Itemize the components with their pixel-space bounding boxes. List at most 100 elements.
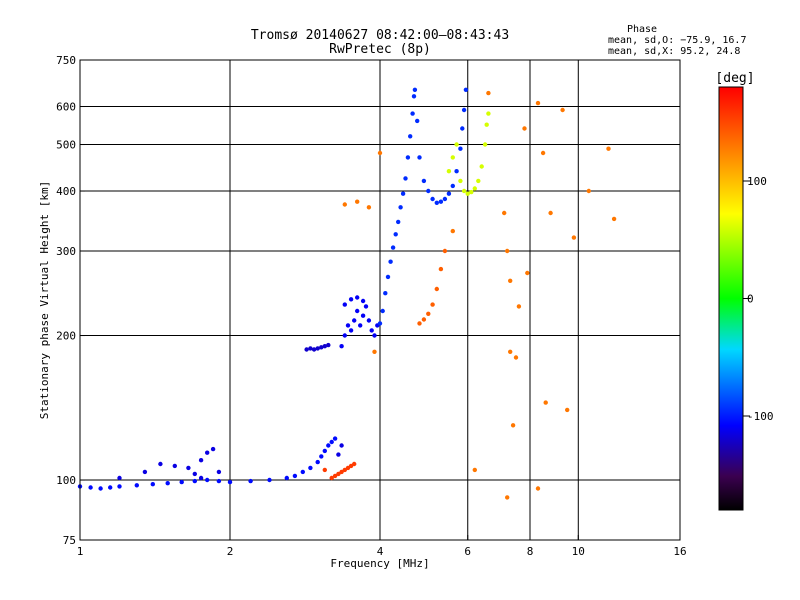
data-point <box>415 118 420 124</box>
data-point <box>543 400 548 405</box>
data-point <box>606 146 611 151</box>
data-point <box>442 248 448 254</box>
data-point <box>472 467 477 473</box>
data-point <box>540 150 546 156</box>
data-point <box>308 465 313 471</box>
data-point <box>366 205 372 210</box>
data-point <box>326 342 331 348</box>
data-point <box>486 90 491 96</box>
x-tick-label: 6 <box>464 545 471 558</box>
data-point <box>454 169 459 174</box>
data-point <box>465 191 470 196</box>
data-point <box>348 297 354 302</box>
data-point <box>179 479 184 485</box>
x-tick-label: 4 <box>377 545 384 558</box>
data-point <box>267 477 272 483</box>
data-point <box>352 461 357 467</box>
data-point <box>508 278 513 283</box>
x-tick-label: 16 <box>673 545 686 558</box>
data-point <box>405 155 411 160</box>
data-point <box>322 467 327 473</box>
data-point <box>339 443 344 448</box>
data-point <box>508 349 513 354</box>
data-point <box>332 473 338 479</box>
data-point <box>469 189 474 195</box>
y-tick-label: 500 <box>56 139 76 152</box>
y-axis-ticks: 75 100 200 300 400 500 600 750 <box>56 54 85 547</box>
data-point <box>198 475 204 481</box>
y-tick-label: 100 <box>56 474 76 487</box>
data-point <box>472 186 477 191</box>
data-point <box>322 448 327 454</box>
data-point <box>548 210 553 216</box>
colorbar-tick-label: 0 <box>747 293 754 306</box>
data-point <box>117 475 122 481</box>
data-point <box>216 469 222 475</box>
data-point <box>393 232 398 237</box>
data-point <box>336 452 341 457</box>
data-point <box>315 459 320 465</box>
data-point <box>360 313 366 318</box>
data-point <box>460 126 465 131</box>
data-point <box>463 87 469 93</box>
y-tick-label: 750 <box>56 54 76 67</box>
data-point <box>355 199 360 204</box>
data-point <box>383 291 388 296</box>
x-tick-label: 2 <box>227 545 234 558</box>
data-point <box>400 191 406 196</box>
data-point <box>342 333 347 338</box>
data-point <box>380 308 385 314</box>
data-point <box>385 274 391 280</box>
data-point <box>308 346 313 351</box>
x-tick-label: 1 <box>77 545 84 558</box>
data-point <box>412 87 418 93</box>
data-point <box>417 321 422 326</box>
data-point <box>372 349 377 354</box>
data-point <box>430 302 435 307</box>
data-point <box>369 328 374 333</box>
data-point <box>377 321 383 326</box>
data-point <box>352 318 357 323</box>
data-point <box>421 178 427 184</box>
colorbar-unit: [deg] <box>715 71 754 86</box>
colorbar-ticks: 100 0 -100 <box>743 175 774 423</box>
data-point <box>434 200 439 205</box>
data-point <box>363 304 369 309</box>
data-point <box>426 311 431 316</box>
data-point <box>342 302 347 307</box>
data-point <box>484 122 489 127</box>
data-point <box>442 196 448 202</box>
data-point <box>329 439 334 445</box>
data-point <box>377 150 383 156</box>
data-point <box>98 486 103 491</box>
x-tick-label: 8 <box>527 545 534 558</box>
data-point <box>284 475 289 481</box>
data-point <box>461 188 467 194</box>
data-point <box>458 178 463 184</box>
data-point <box>248 478 253 484</box>
data-point <box>450 155 455 160</box>
data-point <box>322 344 327 349</box>
data-point <box>150 482 155 487</box>
data-point <box>355 295 360 300</box>
data-point <box>586 188 591 194</box>
data-point <box>172 463 177 469</box>
data-point <box>560 107 565 113</box>
data-point <box>398 205 403 210</box>
data-point <box>358 323 363 328</box>
data-point <box>326 443 331 448</box>
data-point <box>438 266 444 272</box>
data-point <box>205 450 210 455</box>
data-point <box>479 164 484 169</box>
x-axis-ticks: 1 2 4 6 8 10 16 <box>77 535 687 558</box>
colorbar <box>718 86 744 511</box>
data-point <box>396 219 401 225</box>
x-axis-label: Frequency [MHz] <box>330 557 429 570</box>
data-point <box>403 176 408 181</box>
data-point <box>342 202 347 207</box>
y-tick-label: 200 <box>56 330 76 343</box>
colorbar-tick-label: -100 <box>747 410 774 423</box>
phase-heading: Phase <box>627 24 657 35</box>
data-point <box>513 355 519 360</box>
